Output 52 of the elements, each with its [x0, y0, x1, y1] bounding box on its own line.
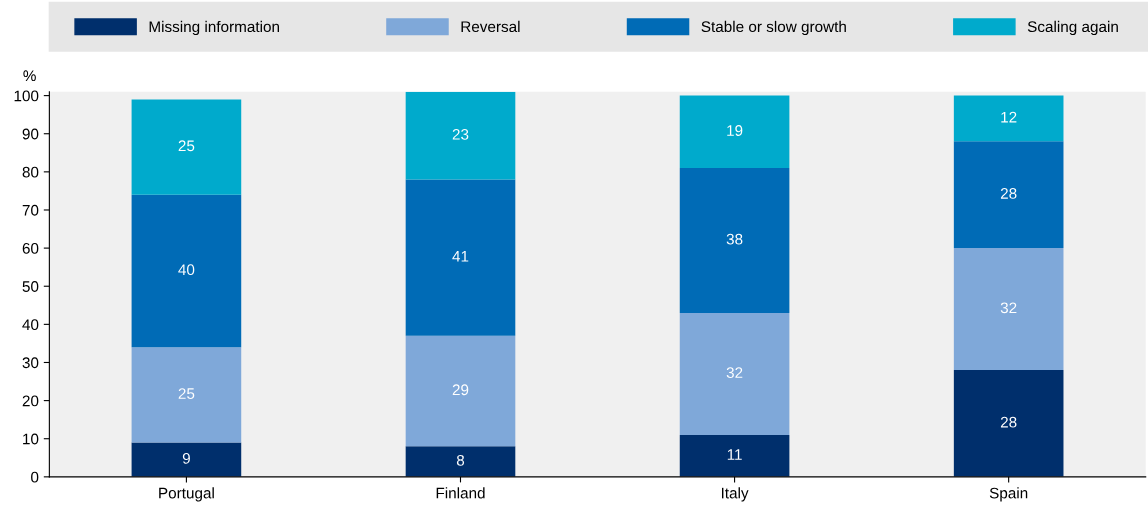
legend-label: Reversal [461, 20, 520, 33]
data-label: 19 [727, 125, 743, 136]
bar [679, 434, 790, 477]
bar [131, 194, 242, 348]
bar [953, 248, 1064, 371]
data-label: 41 [452, 251, 469, 262]
y-tick-label: 80 [22, 166, 39, 178]
y-tick-label: 30 [22, 357, 39, 369]
x-tick-label: Italy [721, 487, 749, 502]
y-tick-label: 60 [22, 242, 39, 254]
data-label: 32 [726, 367, 743, 379]
bar [405, 335, 516, 447]
x-tick-label: Spain [989, 487, 1028, 502]
bar [679, 312, 790, 435]
bar [405, 446, 516, 477]
bar [131, 347, 242, 443]
y-axis-title: % [23, 70, 36, 82]
bar [131, 442, 242, 477]
data-label: 28 [1000, 416, 1017, 428]
x-tick-label: Portugal [159, 487, 214, 502]
bar [953, 95, 1064, 142]
bar [953, 370, 1064, 477]
y-tick-label: 90 [22, 128, 39, 140]
bar [679, 168, 790, 313]
bar [405, 91, 516, 180]
data-label: 38 [726, 233, 743, 245]
bar [953, 141, 1064, 249]
data-label: 29 [452, 384, 469, 396]
legend-label: Missing information [149, 20, 279, 36]
data-label: 8 [456, 454, 465, 466]
x-tick-label: Finland [436, 487, 485, 499]
y-tick-label: 100 [14, 90, 39, 102]
legend-label: Scaling again [1027, 20, 1118, 36]
y-tick-label: 0 [31, 471, 39, 483]
data-label: 25 [178, 388, 195, 399]
data-label: 28 [1000, 188, 1017, 199]
bar [405, 179, 516, 336]
legend-label: Stable or slow growth [701, 20, 846, 36]
y-tick-label: 10 [23, 433, 39, 445]
y-tick-label: 20 [22, 395, 39, 407]
data-label: 25 [178, 140, 195, 152]
bar [131, 99, 242, 195]
data-label: 11 [727, 449, 742, 460]
data-label: 32 [1000, 302, 1017, 314]
y-tick-label: 40 [22, 319, 39, 331]
data-label: 12 [1001, 111, 1017, 123]
data-label: 9 [182, 452, 190, 464]
y-tick-label: 70 [22, 204, 39, 216]
bar [679, 95, 790, 169]
data-label: 23 [452, 128, 469, 140]
data-label: 40 [178, 264, 195, 276]
y-tick-label: 50 [22, 281, 39, 292]
